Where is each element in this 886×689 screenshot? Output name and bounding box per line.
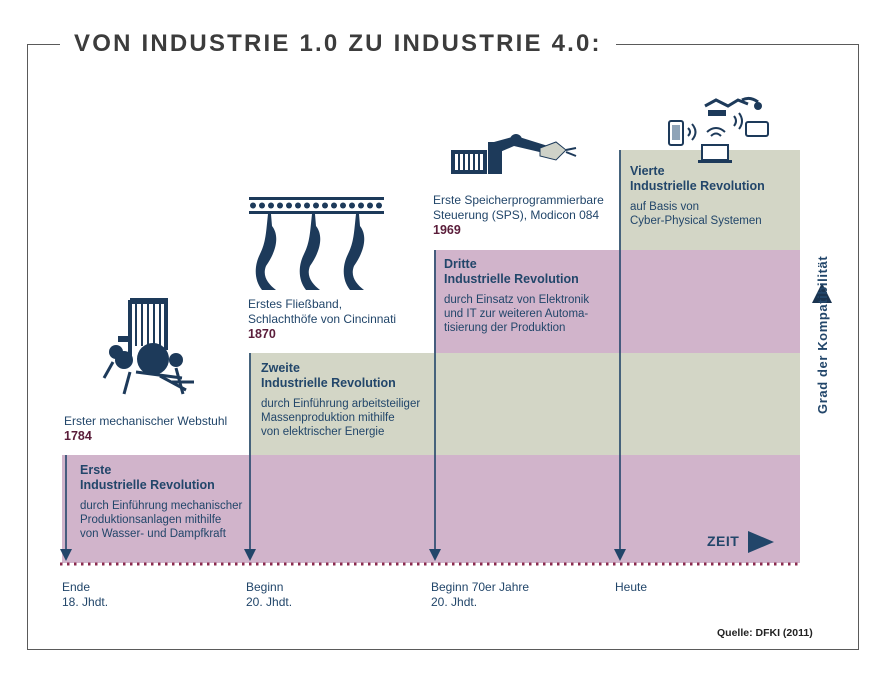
arrow-1 [60, 455, 72, 561]
revolution-3-desc-line-3: tisierung der Produktion [444, 322, 566, 334]
cyber-physical-devices-icon [668, 96, 769, 163]
invention-1-year: 1784 [64, 429, 92, 443]
invention-1: Erster mechanischer Webstuhl 1784 [64, 414, 227, 444]
conveyor-belt-icon [249, 197, 384, 290]
revolution-4-title-line-1: Vierte [630, 164, 665, 178]
invention-3-year: 1969 [433, 223, 461, 237]
revolution-3-title-line-2: Industrielle Revolution [444, 272, 579, 286]
revolution-4-title-line-2: Industrielle Revolution [630, 179, 765, 193]
revolution-1-title-line-2: Industrielle Revolution [80, 478, 215, 492]
arrow-3 [429, 250, 441, 561]
invention-2-name-line-2: Schlachthöfe von Cincinnati [248, 312, 397, 326]
revolution-arrows [60, 150, 626, 561]
timeline-label-3-line-2: 20. Jhdt. [431, 595, 478, 609]
arrow-2 [244, 353, 256, 561]
revolution-3-desc-line-1: durch Einsatz von Elektronik [444, 294, 590, 306]
timeline-label-4: Heute [615, 580, 647, 595]
timeline-label-1-line-1: Ende [62, 580, 91, 594]
invention-3-name-line-2: Steuerung (SPS), Modicon 084 [433, 208, 600, 222]
revolution-3: Dritte Industrielle Revolution durch Ein… [444, 257, 589, 335]
timeline-label-3-line-1: Beginn 70er Jahre [431, 580, 530, 594]
time-label: ZEIT [707, 533, 740, 549]
invention-2-name-line-1: Erstes Fließband, [248, 297, 343, 311]
revolution-4: Vierte Industrielle Revolution auf Basis… [630, 164, 765, 228]
plc-robot-arm-icon [451, 134, 577, 174]
band-1-base [62, 455, 800, 563]
timeline-label-2-line-1: Beginn [246, 580, 284, 594]
timeline-label-2: Beginn 20. Jhdt. [246, 580, 292, 610]
revolution-2-desc-line-2: Massenproduktion mithilfe [261, 412, 395, 424]
revolution-1-desc-line-2: Produktionsanlagen mithilfe [80, 514, 222, 526]
timeline-label-1: Ende 18. Jhdt. [62, 580, 108, 610]
band-3-top [434, 250, 800, 353]
revolution-2-desc-line-3: von elektrischer Energie [261, 426, 385, 438]
timeline-label-3: Beginn 70er Jahre 20. Jhdt. [431, 580, 529, 610]
time-arrow-icon [748, 531, 774, 553]
timeline-label-4-line-1: Heute [615, 580, 648, 594]
band-2-top [249, 353, 800, 455]
compatibility-up-arrow-icon [812, 283, 832, 303]
revolution-2-title-line-1: Zweite [261, 361, 300, 375]
revolution-1-desc-line-3: von Wasser- und Dampfkraft [80, 528, 226, 540]
source-note: Quelle: DFKI (2011) [717, 627, 813, 639]
revolution-1: Erste Industrielle Revolution durch Einf… [80, 463, 242, 541]
revolution-2: Zweite Industrielle Revolution durch Ein… [261, 361, 420, 439]
revolution-4-desc-line-1: auf Basis von [630, 201, 700, 213]
arrow-4 [614, 150, 626, 561]
invention-3: Erste Speicherprogrammierbare Steuerung … [433, 193, 604, 238]
compatibility-axis-label: Grad der Kompatibilität [815, 255, 830, 414]
invention-1-name: Erster mechanischer Webstuhl [64, 414, 228, 428]
revolution-3-title-line-1: Dritte [444, 257, 477, 271]
invention-3-name-line-1: Erste Speicherprogrammierbare [433, 193, 604, 207]
loom-icon [102, 298, 194, 395]
revolution-1-desc-line-1: durch Einführung mechanischer [80, 500, 243, 512]
staircase-bands [62, 150, 800, 563]
revolution-2-desc-line-1: durch Einführung arbeitsteiliger [261, 398, 421, 410]
revolution-4-desc-line-2: Cyber-Physical Systemen [630, 215, 762, 227]
revolution-3-desc-line-2: und IT zur weiteren Automa- [444, 308, 589, 320]
page-title: VON INDUSTRIE 1.0 ZU INDUSTRIE 4.0: [60, 29, 616, 59]
timeline-label-1-line-2: 18. Jhdt. [62, 595, 109, 609]
invention-2-year: 1870 [248, 327, 276, 341]
revolution-1-title-line-1: Erste [80, 463, 112, 477]
invention-2: Erstes Fließband, Schlachthöfe von Cinci… [248, 297, 396, 342]
revolution-2-title-line-2: Industrielle Revolution [261, 376, 396, 390]
timeline-label-2-line-2: 20. Jhdt. [246, 595, 293, 609]
band-4-top [619, 150, 800, 250]
